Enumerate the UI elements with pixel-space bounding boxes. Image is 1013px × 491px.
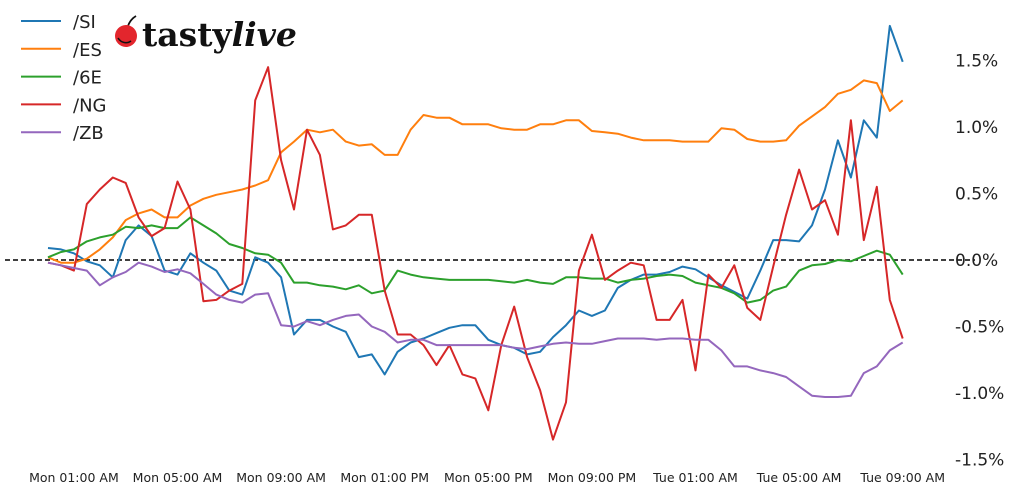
logo-text: tastylive <box>142 15 297 54</box>
x-tick-label: Tue 09:00 AM <box>859 470 945 485</box>
x-tick-label: Tue 05:00 AM <box>756 470 842 485</box>
y-axis-ticks: 1.5% 1.0% 0.5% 0.0% -0.5% -1.0% -1.5% <box>955 52 1004 471</box>
series-line-ng <box>47 66 904 441</box>
y-tick-label: 0.0% <box>955 251 998 271</box>
logo-text-main: tasty <box>142 15 232 54</box>
y-tick-label: 1.0% <box>955 118 998 138</box>
tastylive-logo: tastylive <box>115 15 297 54</box>
series-layer <box>47 24 904 441</box>
y-tick-label: 0.5% <box>955 185 998 205</box>
x-axis-ticks: Mon 01:00 AM Mon 05:00 AM Mon 09:00 AM Mon … <box>29 470 945 485</box>
legend-label: /ES <box>73 40 102 61</box>
legend-label: /SI <box>73 12 96 33</box>
logo-text-accent: live <box>232 15 297 54</box>
y-tick-label: -1.5% <box>955 451 1004 471</box>
series-line-zb <box>47 261 904 398</box>
cherry-icon <box>115 15 137 47</box>
x-tick-label: Mon 09:00 AM <box>236 470 326 485</box>
series-line-6e <box>47 216 904 304</box>
series-line-si <box>47 24 904 376</box>
x-tick-label: Mon 01:00 AM <box>29 470 119 485</box>
legend: /SI/ES/6E/NG/ZB <box>21 12 106 144</box>
series-line-es <box>47 79 904 264</box>
y-tick-label: 1.5% <box>955 52 998 72</box>
legend-label: /NG <box>73 95 106 116</box>
legend-label: /6E <box>73 68 102 89</box>
legend-label: /ZB <box>73 123 104 144</box>
x-tick-label: Mon 09:00 PM <box>548 470 637 485</box>
x-tick-label: Tue 01:00 AM <box>652 470 738 485</box>
x-tick-label: Mon 05:00 PM <box>444 470 533 485</box>
x-tick-label: Mon 05:00 AM <box>133 470 223 485</box>
y-tick-label: -0.5% <box>955 318 1004 338</box>
y-tick-label: -1.0% <box>955 384 1004 404</box>
x-tick-label: Mon 01:00 PM <box>340 470 429 485</box>
